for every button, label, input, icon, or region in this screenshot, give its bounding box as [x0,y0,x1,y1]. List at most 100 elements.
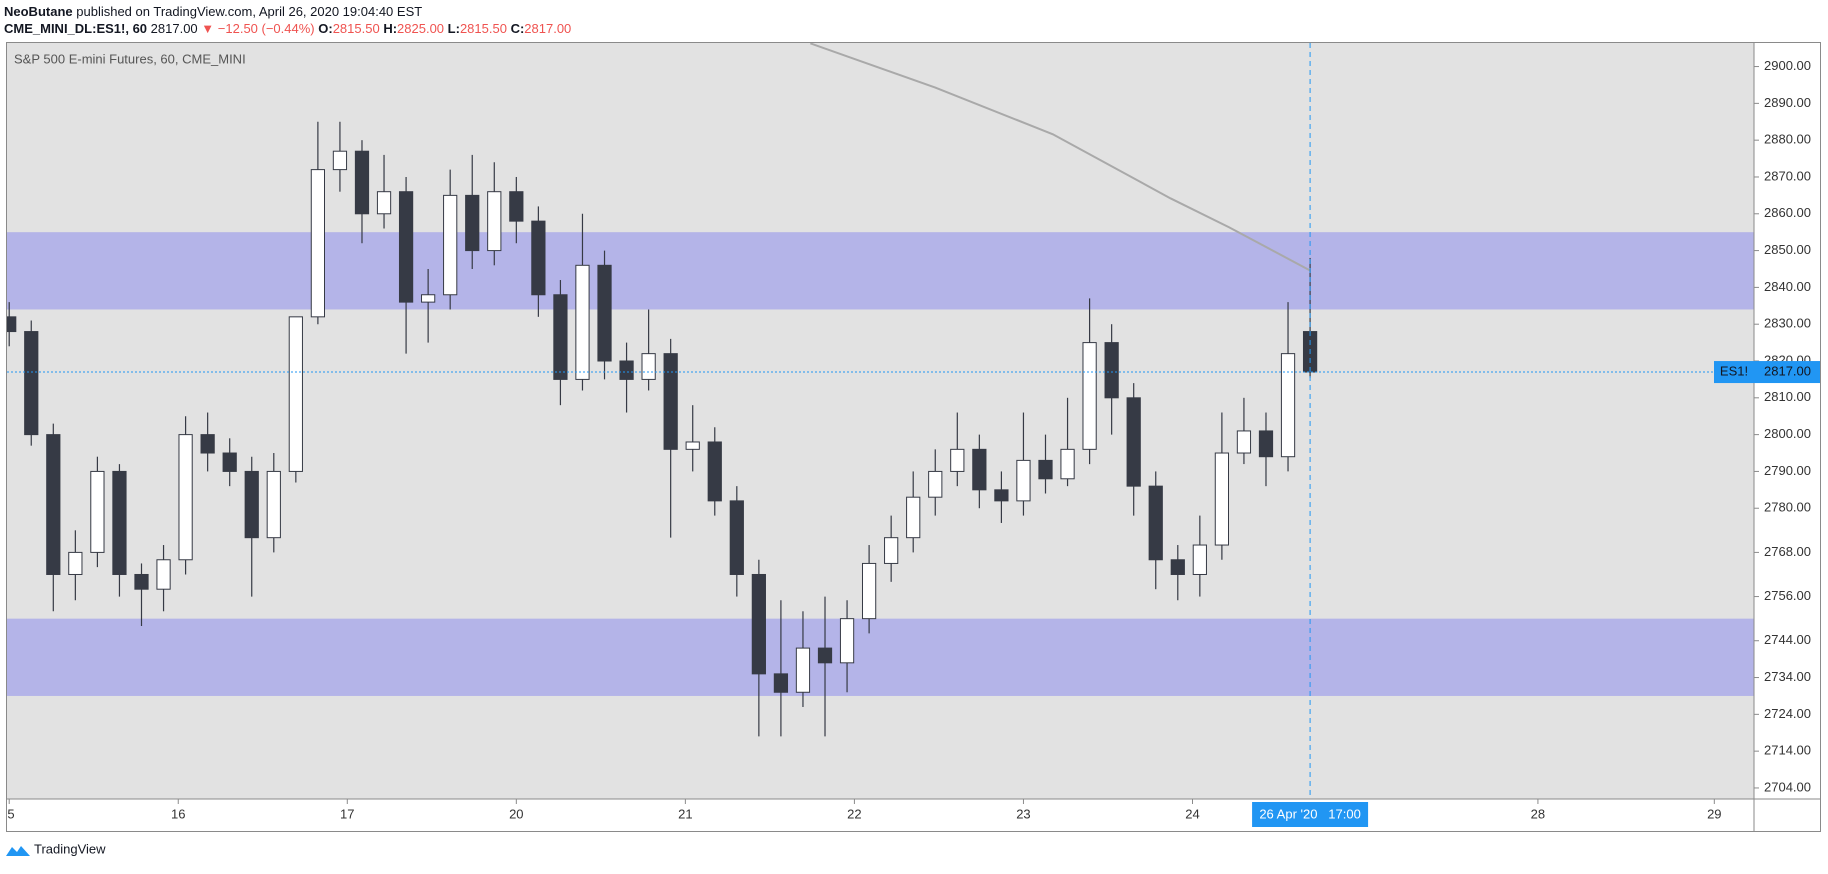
y-tick-label: 2860.00 [1764,205,1811,220]
symbol: CME_MINI_DL:ES1!, 60 [4,21,147,36]
candle-body [950,448,965,472]
zone [7,618,1754,696]
last-price-label: 2817.00 [1764,363,1811,378]
x-tick-label: 16 [171,806,185,821]
candle-body [597,264,612,362]
candle-body [553,294,568,380]
last-price-box [1714,361,1820,384]
candle-body [663,353,678,450]
candle-body [531,220,546,296]
candle-body [398,191,414,303]
y-tick-label: 2768.00 [1764,544,1811,559]
candle-body [1214,452,1230,546]
candle-body [1104,342,1119,399]
candle-body [46,434,61,575]
crosshair-label: 26 Apr '20 17:00 [1259,806,1361,821]
candle-body [1148,485,1163,561]
y-tick-label: 2850.00 [1764,242,1811,257]
candle-body [354,150,370,215]
candle-body [332,150,348,171]
candle-body [7,316,17,333]
y-tick-label: 2890.00 [1764,95,1811,110]
candle-body [244,470,259,539]
y-tick-label: 2840.00 [1764,279,1811,294]
y-tick-label: 2734.00 [1764,669,1811,684]
candle-body [112,470,127,575]
candle-body [24,331,39,436]
header-line: NeoButane published on TradingView.com, … [4,4,422,19]
x-tick-label: 24 [1185,806,1199,821]
candle-body [509,191,524,222]
candle-body [288,316,303,472]
candle-body [1192,544,1207,575]
candle-body [443,194,458,296]
ohlc-value: 2815.50 [333,21,380,36]
y-tick-label: 2744.00 [1764,632,1811,647]
candle-body [817,647,833,664]
y-tick-label: 2714.00 [1764,743,1811,758]
candle-body [773,673,789,693]
candle-body [156,559,171,590]
candle-body [134,573,149,590]
candle-body [1038,459,1053,480]
x-tick-label: 21 [678,806,692,821]
ohlc-key: C: [511,21,525,36]
x-tick-label: 23 [1016,806,1030,821]
x-tick-label: 5 [7,806,14,821]
ohlc-value: 2815.50 [460,21,507,36]
candle-body [376,191,392,215]
candle-body [729,500,744,575]
crosshair-box [1252,802,1369,827]
candle-body [1126,397,1141,487]
frame [6,42,1821,832]
logo [6,846,30,856]
x-tick-label: 20 [509,806,523,821]
y-tick-label: 2800.00 [1764,426,1811,441]
y-tick-label: 2790.00 [1764,463,1811,478]
x-tick-label: 28 [1531,806,1545,821]
candle-body [1082,342,1097,450]
plot [7,43,1754,799]
symbol-line: CME_MINI_DL:ES1!, 60 2817.00 ▼ −12.50 (−… [4,21,571,36]
y-tick-label: 2830.00 [1764,316,1811,331]
ohlc-key: O: [318,21,332,36]
candle-body [465,194,480,252]
candle-body [1280,353,1296,458]
candle-body [90,470,105,553]
published: published on TradingView.com, April 26, … [76,4,422,19]
y-tick-label: 2900.00 [1764,58,1811,73]
candle-body [685,441,700,450]
candle-body [200,434,215,454]
candle-body [222,452,237,472]
candle-body [575,264,590,380]
candle-body [906,496,921,539]
candle-body [421,294,436,303]
ohlc-value: 2817.00 [524,21,571,36]
candle-body [266,470,281,539]
candle-body [1236,430,1252,454]
footer: TradingView [6,841,106,856]
indicator-line [809,43,1311,272]
y-tick-label: 2780.00 [1764,500,1811,515]
candle-body [861,562,877,620]
candle-body [707,441,722,502]
zone [7,232,1754,310]
candle-body [884,537,899,564]
candle-body [1170,559,1185,575]
y-tick-label: 2880.00 [1764,132,1811,147]
candle-body [751,573,766,675]
last-price-name: ES1! [1720,363,1748,378]
axes: 2900.00 2890.00 2880.00 2870.00 2860.00 2850.… [7,58,1820,827]
candle-body [178,434,193,561]
candle-body [972,448,987,491]
y-tick-label: 2724.00 [1764,706,1811,721]
candle-body [839,618,855,664]
y-tick-label: 2704.00 [1764,779,1811,794]
candle-body [641,353,656,380]
candle-body [487,191,502,252]
pane-title: S&P 500 E-mini Futures, 60, CME_MINI [14,51,246,66]
brand: TradingView [34,841,106,856]
candle-body [928,470,943,498]
candle-body [310,169,326,318]
ohlc-key: H: [383,21,397,36]
